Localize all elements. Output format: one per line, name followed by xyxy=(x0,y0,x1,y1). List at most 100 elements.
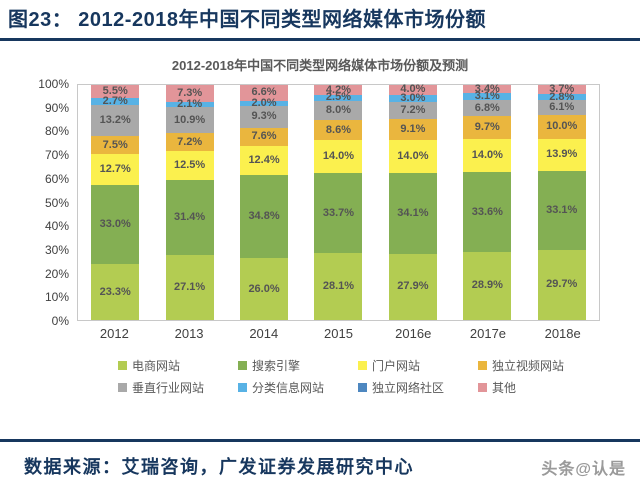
bar-segment: 7.3% xyxy=(165,85,214,103)
bar-segment: 3.7% xyxy=(537,82,586,95)
legend-label: 搜索引擎 xyxy=(252,359,301,373)
y-tick-label: 0% xyxy=(51,314,69,328)
chart-card: 2012-2018年中国不同类型网络媒体市场份额及预测 0% 10% 20% 30% 4… xyxy=(0,41,640,396)
figure-header: 图23： 2012-2018年中国不同类型网络媒体市场份额 xyxy=(0,0,640,41)
bar-segment: 7.2% xyxy=(165,133,214,151)
legend-swatch-icon xyxy=(238,361,247,370)
bar-segment: 26.0% xyxy=(240,258,289,320)
bar-slot: 26.0% 34.8% 12.4% 7.6% 9.3% 2.0% 6.6% xyxy=(227,85,301,320)
segment-value-label: 33.6% xyxy=(471,205,503,218)
segment-value-label: 12.4% xyxy=(248,154,280,166)
watermark: 头条@认是 xyxy=(541,461,626,478)
stacked-bar-2012: 23.3% 33.0% 12.7% 7.5% 13.2% 2.7% 5.5% xyxy=(91,85,140,320)
bar-segment: 34.1% xyxy=(388,173,437,254)
x-tick-label: 2015 xyxy=(324,326,353,341)
legend-item: 独立网络社区 xyxy=(358,379,478,396)
segment-value-label: 9.1% xyxy=(400,122,426,135)
segment-value-label: 3.0% xyxy=(400,91,426,104)
segment-value-label: 12.7% xyxy=(99,163,131,176)
bar-segment: 29.7% xyxy=(537,249,586,320)
segment-value-label: 7.3% xyxy=(177,87,203,100)
legend-swatch-icon xyxy=(358,361,367,370)
plot-wrap: 0% 10% 20% 30% 40% 50% 60% 70% 80% 90% 100% 23.3% 3… xyxy=(33,78,600,327)
bar-segment: 7.2% xyxy=(388,101,437,119)
segment-value-label: 13.9% xyxy=(546,148,578,161)
source-text: 数据来源：艾瑞咨询，广发证券发展研究中心 xyxy=(24,457,414,477)
y-tick-label: 100% xyxy=(38,77,69,91)
segment-value-label: 7.2% xyxy=(177,135,203,148)
stacked-bar-2018e: 29.7% 33.1% 13.9% 10.0% 6.1% 2.8% 3.7% xyxy=(537,82,586,320)
bar-segment: 5.5% xyxy=(91,85,140,99)
segment-value-label: 3.7% xyxy=(549,82,575,95)
bar-slot: 28.1% 33.7% 14.0% 8.6% 8.0% 2.5% 4.2% xyxy=(301,84,375,320)
stacked-bar-2014: 26.0% 34.8% 12.4% 7.6% 9.3% 2.0% 6.6% xyxy=(240,85,289,320)
segment-value-label: 28.9% xyxy=(471,279,503,292)
segment-value-label: 6.6% xyxy=(251,86,277,99)
bar-segment: 4.2% xyxy=(314,84,363,95)
bar-segment: 12.5% xyxy=(165,150,214,181)
legend-swatch-icon xyxy=(118,361,127,370)
bar-segment: 3.4% xyxy=(463,83,512,94)
segment-value-label: 33.1% xyxy=(546,204,578,217)
legend-item: 电商网站 xyxy=(118,357,238,374)
y-tick-label: 60% xyxy=(44,171,69,186)
chart-title: 2012-2018年中国不同类型网络媒体市场份额及预测 xyxy=(171,58,469,73)
segment-value-label: 2.0% xyxy=(251,96,277,109)
y-tick-label: 40% xyxy=(44,219,69,234)
bar-segment: 3.0% xyxy=(388,91,437,104)
legend-item: 门户网站 xyxy=(358,357,478,374)
bar-segment: 33.0% xyxy=(91,184,140,265)
bar-segment: 14.0% xyxy=(463,139,512,173)
source-footer: 数据来源：艾瑞咨询，广发证券发展研究中心 头条@认是 xyxy=(0,439,640,495)
bar-segment: 2.1% xyxy=(165,99,214,110)
bar-slot: 27.1% 31.4% 12.5% 7.2% 10.9% 2.1% 7.3% xyxy=(152,85,226,320)
bar-segment: 6.1% xyxy=(537,100,586,115)
bar-slot: 27.9% 34.1% 14.0% 9.1% 7.2% 3.0% 4.0% xyxy=(376,84,450,320)
segment-value-label: 26.0% xyxy=(248,282,280,295)
legend-label: 分类信息网站 xyxy=(252,381,325,395)
segment-value-label: 33.7% xyxy=(322,206,355,219)
segment-value-label: 8.0% xyxy=(325,103,351,116)
plot-area: 23.3% 33.0% 12.7% 7.5% 13.2% 2.7% 5.5% 27.1% 31.… xyxy=(77,82,600,321)
x-tick-label: 2013 xyxy=(174,326,204,341)
bar-segment: 7.6% xyxy=(240,127,289,146)
bar-segment: 9.7% xyxy=(463,116,512,140)
legend-label: 独立视频网站 xyxy=(492,359,565,373)
bar-segment: 10.9% xyxy=(165,107,214,134)
segment-value-label: 29.7% xyxy=(546,278,578,291)
segment-value-label: 9.3% xyxy=(251,110,277,123)
legend-item: 独立视频网站 xyxy=(478,357,598,374)
legend-item: 搜索引擎 xyxy=(238,357,358,374)
bar-segment: 28.1% xyxy=(314,253,363,320)
stacked-bar-2016e: 27.9% 34.1% 14.0% 9.1% 7.2% 3.0% 4.0% xyxy=(388,84,437,320)
bar-segment: 7.5% xyxy=(91,136,140,155)
bar-slot: 29.7% 33.1% 13.9% 10.0% 6.1% 2.8% 3.7% xyxy=(525,82,599,320)
bar-segment: 2.5% xyxy=(314,92,363,103)
x-tick-label: 2014 xyxy=(249,326,279,341)
bar-segment: 4.0% xyxy=(388,84,437,95)
x-tick-label: 2018e xyxy=(544,326,581,341)
y-tick-label: 70% xyxy=(44,148,69,163)
bar-segment: 12.7% xyxy=(91,154,140,185)
bar-segment: 8.0% xyxy=(314,100,363,120)
segment-value-label: 28.1% xyxy=(322,280,355,293)
bar-segment: 6.6% xyxy=(240,85,289,101)
bar-slot: 23.3% 33.0% 12.7% 7.5% 13.2% 2.7% 5.5% xyxy=(78,85,152,320)
legend-label: 垂直行业网站 xyxy=(132,381,205,395)
bar-segment: 14.0% xyxy=(314,140,363,174)
segment-value-label: 7.5% xyxy=(102,138,128,151)
segment-value-label: 13.2% xyxy=(99,114,131,127)
y-tick-label: 20% xyxy=(44,266,69,281)
bar-segment: 27.9% xyxy=(388,253,437,320)
segment-value-label: 2.7% xyxy=(102,94,128,107)
segment-value-label: 8.6% xyxy=(325,123,351,136)
y-tick-label: 50% xyxy=(44,195,69,210)
bar-segment: 9.1% xyxy=(388,118,437,141)
y-tick-label: 80% xyxy=(44,124,69,139)
figure-title: 图23： 2012-2018年中国不同类型网络媒体市场份额 xyxy=(8,9,486,31)
bar-segment: 34.8% xyxy=(240,175,289,259)
bar-segment: 8.6% xyxy=(314,119,363,141)
legend-swatch-icon xyxy=(238,383,247,392)
bar-segment: 28.9% xyxy=(463,251,512,320)
segment-value-label: 14.0% xyxy=(471,149,503,162)
